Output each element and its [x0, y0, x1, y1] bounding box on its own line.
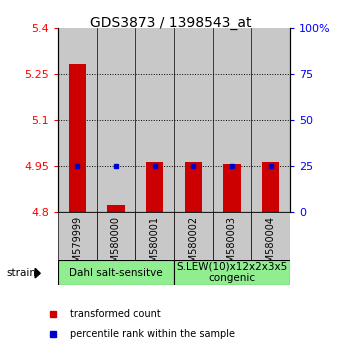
Bar — [174, 260, 290, 285]
Bar — [262, 162, 279, 212]
Bar — [69, 64, 86, 212]
Text: GSM580000: GSM580000 — [111, 216, 121, 275]
Bar — [58, 212, 97, 260]
Text: transformed count: transformed count — [70, 309, 161, 319]
Bar — [212, 212, 251, 260]
Text: GSM580002: GSM580002 — [188, 216, 198, 275]
Bar — [223, 164, 241, 212]
Text: Dahl salt-sensitve: Dahl salt-sensitve — [69, 268, 163, 278]
Bar — [251, 212, 290, 260]
Bar — [174, 28, 212, 212]
Text: S.LEW(10)x12x2x3x5
congenic: S.LEW(10)x12x2x3x5 congenic — [176, 262, 287, 284]
Text: GSM580004: GSM580004 — [266, 216, 276, 275]
Bar — [135, 28, 174, 212]
Text: strain: strain — [7, 268, 37, 278]
Text: percentile rank within the sample: percentile rank within the sample — [70, 329, 235, 339]
Bar — [97, 28, 135, 212]
Bar — [146, 162, 163, 212]
Bar — [58, 260, 174, 285]
Bar — [212, 28, 251, 212]
Text: GDS3873 / 1398543_at: GDS3873 / 1398543_at — [90, 16, 251, 30]
Bar — [58, 28, 97, 212]
Text: GSM579999: GSM579999 — [72, 216, 82, 275]
Text: GSM580001: GSM580001 — [150, 216, 160, 275]
Bar — [107, 205, 125, 212]
Polygon shape — [35, 268, 40, 278]
Bar — [184, 162, 202, 212]
Bar — [251, 28, 290, 212]
Text: GSM580003: GSM580003 — [227, 216, 237, 275]
Bar — [97, 212, 135, 260]
Bar — [174, 212, 212, 260]
Bar — [135, 212, 174, 260]
